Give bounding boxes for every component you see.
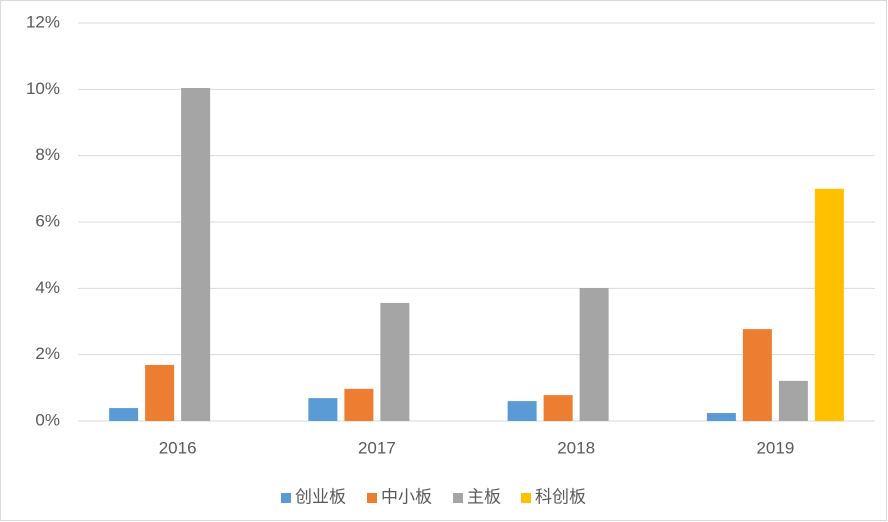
bar bbox=[778, 380, 808, 421]
bar bbox=[145, 364, 175, 421]
x-tick-label: 2017 bbox=[358, 438, 396, 457]
bar bbox=[507, 401, 537, 421]
bar bbox=[814, 188, 844, 421]
legend-swatch bbox=[281, 493, 291, 503]
y-tick-label: 4% bbox=[35, 278, 60, 297]
legend-label: 科创板 bbox=[535, 487, 586, 506]
bar bbox=[109, 408, 139, 421]
bar bbox=[308, 398, 338, 421]
y-tick-label: 8% bbox=[35, 145, 60, 164]
bar bbox=[344, 388, 374, 421]
legend-swatch bbox=[367, 493, 377, 503]
legend-label: 创业板 bbox=[295, 487, 346, 506]
bar bbox=[543, 395, 573, 421]
x-tick-label: 2016 bbox=[159, 438, 197, 457]
bar bbox=[380, 302, 410, 421]
bar bbox=[742, 329, 772, 421]
bar bbox=[579, 288, 609, 421]
x-tick-label: 2019 bbox=[756, 438, 794, 457]
legend-label: 中小板 bbox=[381, 487, 432, 506]
legend-swatch bbox=[521, 493, 531, 503]
y-tick-label: 0% bbox=[35, 410, 60, 429]
y-tick-label: 10% bbox=[26, 79, 60, 98]
y-tick-label: 12% bbox=[26, 12, 60, 31]
x-tick-label: 2018 bbox=[557, 438, 595, 457]
y-tick-label: 2% bbox=[35, 344, 60, 363]
legend-label: 主板 bbox=[467, 487, 501, 506]
legend-swatch bbox=[453, 493, 463, 503]
y-tick-label: 6% bbox=[35, 211, 60, 230]
bar bbox=[181, 88, 211, 422]
bar bbox=[706, 413, 736, 421]
